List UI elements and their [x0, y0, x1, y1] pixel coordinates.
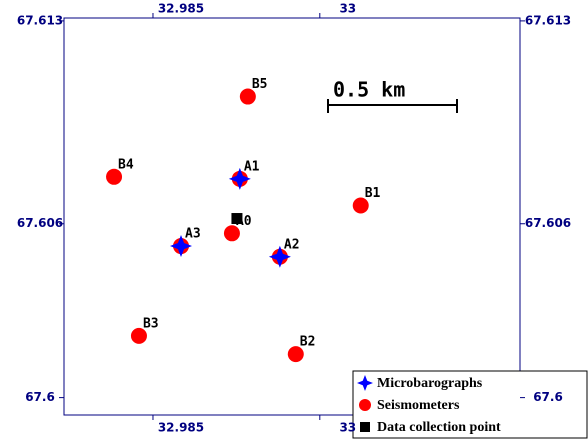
y-tick-label: 67.606 — [525, 216, 571, 230]
x-tick-label: 32.985 — [158, 2, 204, 16]
legend-label: Data collection point — [377, 420, 501, 435]
x-tick-label: 33 — [339, 2, 356, 16]
station-label: B1 — [365, 186, 381, 201]
plot-frame — [63, 17, 521, 416]
x-tick-label: 33 — [339, 421, 356, 435]
station-label: A1 — [244, 159, 260, 174]
point-circle — [352, 197, 369, 214]
point-circle — [106, 168, 123, 185]
legend — [352, 370, 588, 439]
point-star — [228, 167, 251, 190]
station-label: B3 — [143, 316, 159, 331]
legend-marker — [359, 399, 371, 411]
point-square — [231, 213, 243, 225]
y-tick-label: 67.6 — [533, 390, 563, 404]
legend-label: Microbarographs — [377, 376, 483, 391]
point-circle — [130, 327, 147, 344]
station-label: B5 — [252, 77, 268, 92]
y-tick-label: 67.6 — [25, 390, 55, 404]
station-label: A3 — [185, 227, 201, 242]
legend-label: Seismometers — [377, 398, 460, 413]
point-star — [170, 235, 193, 258]
y-tick-label: 67.606 — [17, 216, 63, 230]
station-label: B2 — [300, 335, 316, 350]
station-label: A2 — [284, 237, 300, 252]
scale-bar-label: 0.5 km — [333, 78, 405, 102]
legend-marker — [360, 422, 370, 432]
station-label: B4 — [118, 157, 134, 172]
point-circle — [239, 88, 256, 105]
x-tick-label: 32.985 — [158, 421, 204, 435]
legend-marker — [357, 375, 373, 391]
point-star — [268, 245, 291, 268]
y-tick-label: 67.613 — [17, 13, 63, 27]
y-tick-label: 67.613 — [525, 13, 571, 27]
point-circle — [223, 225, 240, 242]
point-circle — [287, 346, 304, 363]
